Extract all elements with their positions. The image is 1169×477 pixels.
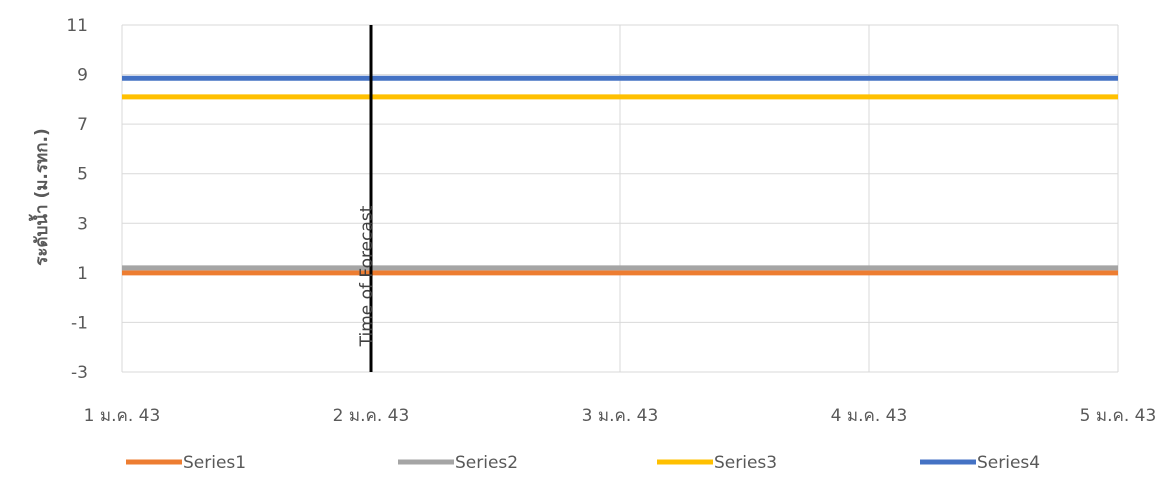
x-tick-label: 3 ม.ค. 43 [582, 406, 659, 426]
y-tick-label: 5 [77, 165, 88, 185]
legend-item-series2: Series2 [398, 453, 518, 473]
legend-label: Series1 [183, 453, 246, 473]
x-tick-labels: 1 ม.ค. 43 2 ม.ค. 43 3 ม.ค. 43 4 ม.ค. 43 5 ม.… [84, 406, 1157, 426]
legend-item-series1: Series1 [126, 453, 246, 473]
x-tick-label: 4 ม.ค. 43 [831, 406, 908, 426]
x-tick-label: 5 ม.ค. 43 [1080, 406, 1157, 426]
y-tick-label: 9 [77, 66, 88, 86]
forecast-marker-label: Time of Forecast [357, 205, 377, 347]
legend-label: Series4 [977, 453, 1040, 473]
y-tick-label: 3 [77, 214, 88, 234]
x-tick-label: 2 ม.ค. 43 [333, 406, 410, 426]
y-tick-label: 11 [66, 16, 88, 36]
legend-label: Series3 [714, 453, 777, 473]
x-tick-label: 1 ม.ค. 43 [84, 406, 161, 426]
legend-item-series4: Series4 [920, 453, 1040, 473]
legend-item-series3: Series3 [657, 453, 777, 473]
y-tick-label: -1 [71, 313, 88, 333]
legend-label: Series2 [455, 453, 518, 473]
legend: Series1 Series2 Series3 Series4 [126, 453, 1040, 473]
y-axis-title: ระดับน้ำ (ม.รทก.) [28, 128, 52, 265]
y-tick-label: 1 [77, 264, 88, 284]
y-tick-label: -3 [71, 363, 88, 383]
y-tick-labels: 11 9 7 5 3 1 -1 -3 [66, 16, 88, 383]
y-tick-label: 7 [77, 115, 88, 135]
